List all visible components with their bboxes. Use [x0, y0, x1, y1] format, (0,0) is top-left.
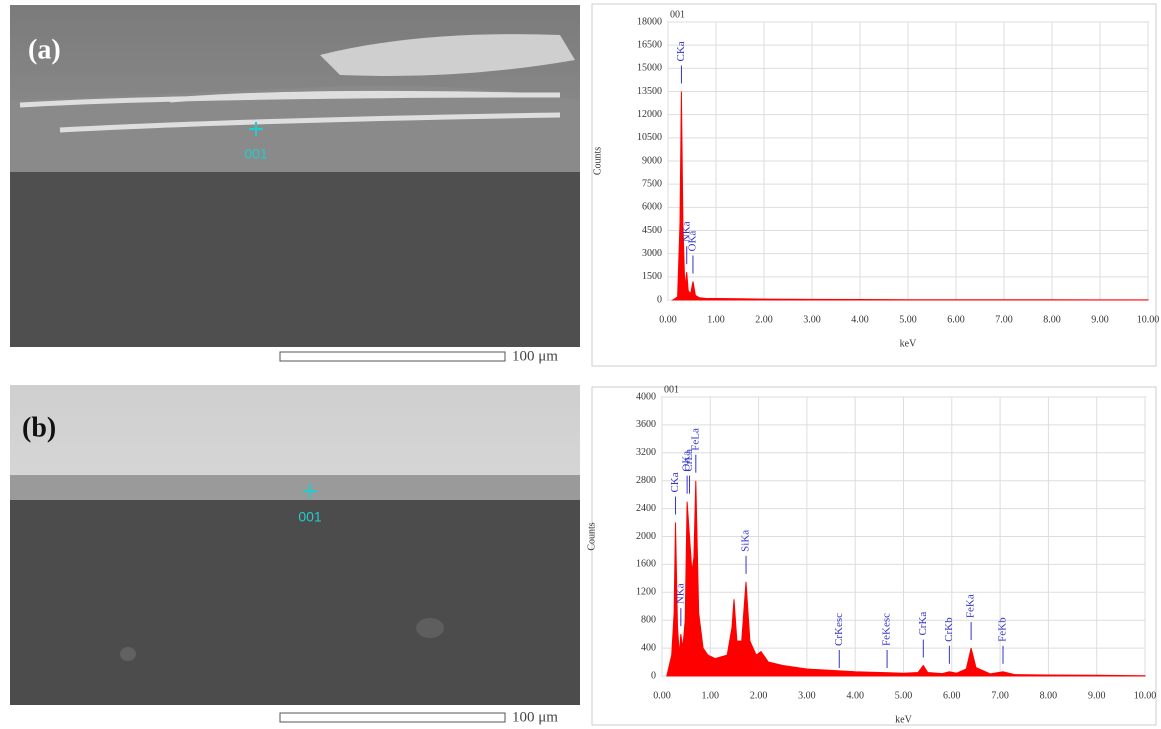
y-tick-label: 0 [657, 294, 662, 305]
annotation: CrKesc [833, 613, 845, 646]
y-tick-label: 3200 [636, 447, 656, 458]
x-tick-label: 5.00 [899, 314, 917, 325]
annotation: CrKb [943, 617, 955, 642]
x-tick-label: 6.00 [943, 690, 961, 701]
panel-label: (b) [22, 412, 56, 443]
sem-image-a: (a) 001 100 μm [10, 5, 580, 364]
y-tick-label: 2800 [636, 475, 656, 486]
x-tick-label: 9.00 [1091, 314, 1109, 325]
eds-chart: 0 400 800 1200 1600 2000 2400 2800 3200 3600 4000 0… [586, 384, 1157, 726]
x-axis-label: keV [895, 714, 912, 725]
annotation: FeKesc [881, 613, 893, 646]
y-axis-label: Counts [586, 522, 597, 550]
annotation: NKa [674, 583, 686, 604]
x-axis-label: keV [900, 338, 917, 349]
chart-frame [591, 386, 1157, 726]
x-tick-label: 9.00 [1088, 690, 1106, 701]
annotation: SiKa [740, 530, 752, 552]
y-tick-label: 2000 [636, 531, 656, 542]
y-tick-label: 800 [641, 614, 656, 625]
point-marker: 001 [244, 146, 268, 162]
x-tick-label: 7.00 [991, 690, 1009, 701]
x-tick-label: 0.00 [653, 690, 671, 701]
x-tick-label: 8.00 [1040, 690, 1058, 701]
x-tick-label: 1.00 [702, 690, 720, 701]
y-tick-label: 13500 [637, 86, 662, 97]
x-tick-label: 0.00 [659, 314, 677, 325]
y-tick-label: 1500 [642, 271, 662, 282]
chart-title: 001 [664, 384, 679, 395]
point-marker: 001 [298, 509, 322, 525]
y-tick-label: 1200 [636, 587, 656, 598]
y-axis-label: Counts [592, 147, 603, 175]
y-tick-label: 18000 [637, 16, 662, 27]
chart-frame [591, 3, 1157, 367]
spectrum-area [671, 91, 1149, 301]
y-tick-label: 16500 [637, 39, 662, 50]
annotation: CrLa [683, 449, 695, 472]
y-tick-label: 2400 [636, 503, 656, 514]
eds-chart: 0 1500 3000 4500 6000 7500 9000 10500 12000 13500… [591, 3, 1160, 367]
x-tick-label: 10.00 [1137, 314, 1160, 325]
y-tick-label: 3000 [642, 248, 662, 259]
y-tick-label: 1600 [636, 559, 656, 570]
panel-label: (a) [28, 34, 61, 65]
scale-text: 100 μm [512, 709, 558, 725]
y-tick-label: 4500 [642, 225, 662, 236]
x-tick-label: 3.00 [803, 314, 821, 325]
y-tick-label: 12000 [637, 109, 662, 120]
annotation: FeKa [965, 594, 977, 618]
x-tick-label: 2.00 [755, 314, 773, 325]
annotation: CrKa [917, 612, 929, 636]
x-tick-label: 4.00 [851, 314, 869, 325]
y-tick-label: 9000 [642, 155, 662, 166]
chart-title: 001 [670, 9, 685, 20]
x-tick-label: 7.00 [995, 314, 1013, 325]
annotation: FeKb [997, 617, 1009, 642]
x-tick-label: 10.00 [1134, 690, 1157, 701]
x-tick-label: 8.00 [1043, 314, 1061, 325]
annotation: OKa [686, 231, 698, 252]
x-tick-label: 3.00 [798, 690, 816, 701]
spectrum-area [666, 480, 1146, 677]
y-tick-label: 6000 [642, 202, 662, 213]
y-tick-label: 0 [651, 670, 656, 681]
x-tick-label: 4.00 [846, 690, 864, 701]
y-tick-label: 400 [641, 642, 656, 653]
y-tick-label: 3600 [636, 419, 656, 430]
annotation: CKa [669, 472, 681, 492]
annotation: OKa [681, 451, 693, 472]
annotation: FeLa [689, 428, 701, 451]
annotation: NKa [680, 221, 692, 242]
y-tick-label: 15000 [637, 63, 662, 74]
y-tick-label: 7500 [642, 178, 662, 189]
x-tick-label: 2.00 [750, 690, 768, 701]
annotation: CKa [675, 41, 687, 61]
x-tick-label: 1.00 [707, 314, 725, 325]
y-tick-label: 4000 [636, 391, 656, 402]
x-tick-label: 6.00 [947, 314, 965, 325]
sem-image-b: (b) 001 100 μm [10, 385, 580, 725]
y-tick-label: 10500 [637, 132, 662, 143]
scale-text: 100 μm [512, 348, 558, 364]
x-tick-label: 5.00 [895, 690, 913, 701]
